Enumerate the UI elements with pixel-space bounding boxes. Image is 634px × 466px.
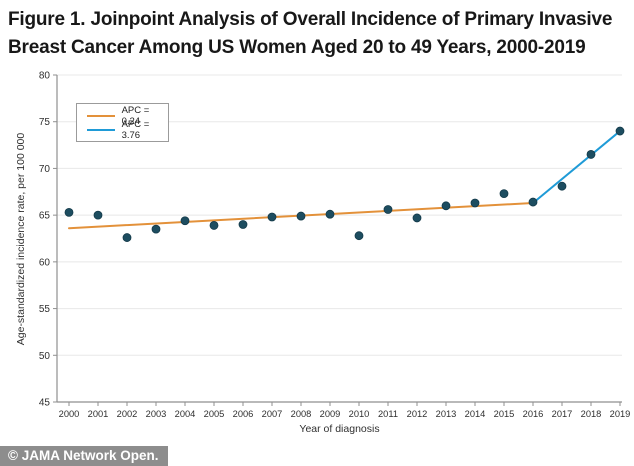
- x-tick-label: 2002: [117, 409, 138, 419]
- x-tick-label: 2012: [407, 409, 428, 419]
- data-point: [470, 198, 480, 208]
- data-point: [93, 210, 103, 220]
- x-tick-label: 2016: [523, 409, 544, 419]
- x-tick-label: 2018: [581, 409, 602, 419]
- legend-line-orange-icon: [87, 114, 115, 117]
- joinpoint-chart: 45 50 55 60 65 70 75 80 2000 2001 2002 2003 2004 2005…: [39, 71, 631, 420]
- x-tick-label: 2011: [378, 409, 398, 419]
- data-point: [354, 231, 364, 241]
- x-tick-label: 2008: [291, 409, 312, 419]
- y-tick-label: 50: [39, 351, 51, 362]
- x-tick-label: 2004: [175, 409, 196, 419]
- x-tick-label: 2001: [88, 409, 109, 419]
- y-tick-label: 75: [39, 117, 51, 128]
- figure-title-line1: Figure 1. Joinpoint Analysis of Overall …: [8, 9, 613, 30]
- y-tick-label: 45: [39, 398, 51, 409]
- x-tick-label: 2010: [349, 409, 370, 419]
- y-tick-label: 65: [39, 211, 51, 222]
- legend-line-blue-icon: [87, 128, 115, 131]
- data-point: [615, 126, 625, 136]
- x-tick-label: 2000: [59, 409, 80, 419]
- legend-item-apc-376: APC = 3.76: [87, 119, 168, 141]
- data-point: [325, 209, 335, 219]
- data-point: [412, 213, 422, 223]
- data-point: [64, 207, 74, 217]
- credit-badge: © JAMA Network Open.: [0, 446, 169, 466]
- legend-label: APC = 3.76: [121, 118, 150, 141]
- data-point: [180, 216, 190, 226]
- data-point: [267, 212, 277, 222]
- chart-region: 45 50 55 60 65 70 75 80 2000 2001 2002 2003 2004 2005…: [0, 62, 634, 446]
- legend: APC = 0.24 APC = 3.76: [76, 103, 169, 142]
- trend-line: [532, 130, 621, 204]
- figure-title-line2: Breast Cancer Among US Women Aged 20 to …: [8, 37, 586, 58]
- x-tick-label: 2013: [436, 409, 457, 419]
- x-axis-label: Year of diagnosis: [299, 423, 380, 435]
- x-tick-label: 2006: [233, 409, 254, 419]
- y-axis-label: Age-standardized incidence rate, per 100…: [15, 132, 27, 346]
- figure-title: Figure 1. Joinpoint Analysis of Overall …: [8, 6, 630, 62]
- y-tick-label: 55: [39, 304, 51, 315]
- x-tick-label: 2007: [262, 409, 283, 419]
- x-tick-label: 2014: [465, 409, 486, 419]
- x-tick-label: 2003: [146, 409, 167, 419]
- data-point: [238, 220, 248, 229]
- data-point: [209, 221, 219, 230]
- x-tick-label: 2005: [204, 409, 225, 419]
- y-tick-label: 70: [39, 164, 51, 175]
- data-point: [586, 150, 596, 159]
- legend-label: APC = 0.24: [121, 104, 150, 127]
- y-tick-label: 60: [39, 257, 51, 268]
- data-point: [296, 211, 306, 221]
- y-tick-label: 80: [39, 71, 51, 82]
- data-point: [557, 181, 567, 191]
- data-point: [122, 233, 132, 242]
- data-point: [383, 205, 393, 214]
- x-tick-label: 2017: [552, 409, 573, 419]
- data-point: [441, 201, 451, 211]
- data-point: [151, 224, 161, 234]
- x-tick-label: 2019: [610, 409, 631, 419]
- data-point: [499, 189, 509, 199]
- legend-item-apc-024: APC = 0.24: [87, 105, 168, 127]
- data-point: [528, 197, 538, 207]
- x-tick-label: 2009: [320, 409, 341, 419]
- x-tick-label: 2015: [494, 409, 515, 419]
